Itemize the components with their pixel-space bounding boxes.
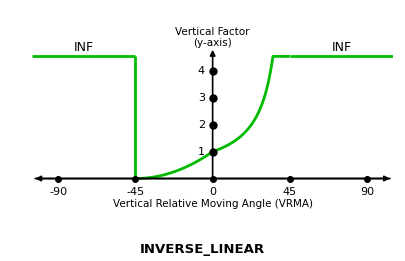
Text: 1: 1 — [198, 147, 205, 157]
Text: 3: 3 — [198, 93, 205, 103]
Text: 90: 90 — [360, 187, 374, 197]
Text: INF: INF — [74, 41, 94, 55]
Text: Vertical Relative Moving Angle (VRMA): Vertical Relative Moving Angle (VRMA) — [113, 199, 313, 210]
Text: -45: -45 — [126, 187, 145, 197]
Text: 2: 2 — [198, 120, 205, 130]
Text: -90: -90 — [49, 187, 67, 197]
Text: 45: 45 — [283, 187, 297, 197]
Text: 4: 4 — [198, 66, 205, 76]
Text: Vertical Factor
(y-axis): Vertical Factor (y-axis) — [175, 27, 250, 48]
Text: 0: 0 — [209, 187, 216, 197]
Text: INF: INF — [331, 41, 352, 55]
Text: INVERSE_LINEAR: INVERSE_LINEAR — [140, 243, 265, 256]
